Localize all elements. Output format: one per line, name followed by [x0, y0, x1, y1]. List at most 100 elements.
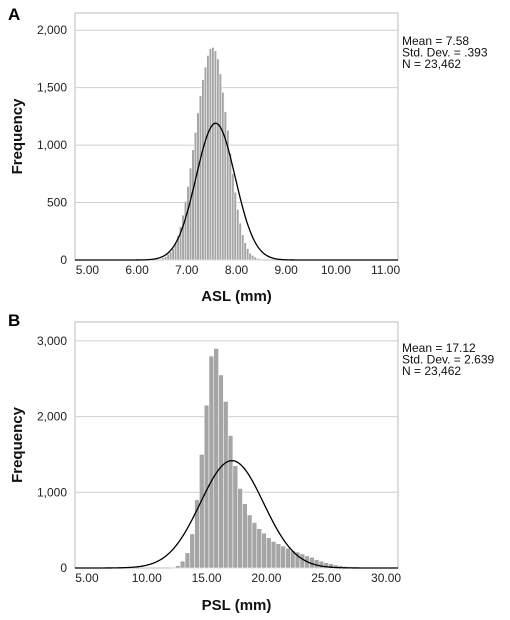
x-tick-label: 9.00 [275, 263, 299, 277]
x-tick-label: 5.00 [75, 571, 99, 585]
histogram-bar [261, 532, 267, 569]
histogram-bar [256, 258, 260, 261]
histogram-bar [246, 248, 250, 261]
stat-line: Mean = 17.12 [402, 341, 476, 355]
histogram-panel-b: 0 1,000 2,000 3,000 5.00 10.00 15.00 20.00 25.00… [8, 311, 494, 614]
histogram-bar [213, 348, 219, 569]
histogram-bar [242, 503, 248, 569]
y-tick-label: 500 [47, 196, 67, 210]
histogram-bar [237, 488, 243, 569]
histogram-bar [189, 167, 193, 261]
histogram-bar [164, 256, 168, 261]
histogram-bar [196, 112, 200, 261]
histogram-bar [285, 548, 291, 569]
histogram-bar [218, 374, 224, 569]
histogram-bar [275, 543, 282, 569]
x-tick-label: 11.00 [371, 263, 400, 277]
x-tick-label: 20.00 [251, 571, 281, 585]
histogram-bar [194, 132, 197, 261]
panel-label: B [8, 311, 20, 330]
histogram-bar [280, 545, 286, 569]
histogram-bar [314, 559, 320, 569]
histogram-bar [256, 528, 262, 569]
histogram-bar [299, 553, 305, 569]
y-axis-label: Frequency [9, 98, 26, 175]
y-tick-label: 2,000 [37, 23, 67, 37]
x-tick-label: 10.00 [321, 263, 351, 277]
histogram-bar [184, 552, 191, 569]
stat-line: N = 23,462 [402, 57, 461, 71]
histogram-bar [228, 152, 232, 261]
y-tick-label: 1,000 [37, 138, 67, 152]
histogram-bar [247, 514, 253, 569]
stat-line: Mean = 7.58 [402, 34, 469, 48]
histogram-bar [223, 111, 227, 261]
y-tick-label: 2,000 [37, 410, 67, 424]
histogram-bar [270, 541, 277, 569]
x-tick-label: 8.00 [225, 263, 249, 277]
histogram-bar [184, 201, 188, 261]
histogram-bar [218, 73, 222, 261]
histogram-bar [236, 209, 240, 261]
histogram-bar [248, 252, 252, 261]
histogram-bar [223, 401, 229, 569]
stat-line: Std. Dev. = 2.639 [402, 353, 494, 367]
x-tick-label: 10.00 [132, 571, 162, 585]
y-tick-label: 0 [60, 253, 67, 267]
histogram-bar [266, 537, 272, 569]
histogram-bar [169, 251, 173, 261]
x-tick-label: 15.00 [192, 571, 222, 585]
histogram-bar [191, 149, 195, 261]
histogram-bar [189, 533, 195, 569]
normal-curve [75, 459, 398, 569]
panel-label: A [8, 5, 20, 24]
histogram-bar [166, 254, 170, 261]
histogram-bar [206, 55, 210, 261]
histogram-bar [199, 454, 205, 569]
histogram-bar [208, 355, 215, 569]
histogram-bar [258, 258, 262, 261]
histogram-bar [203, 66, 207, 261]
y-tick-label: 1,500 [37, 81, 67, 95]
normal-curve [75, 122, 398, 261]
stat-line: Std. Dev. = .393 [402, 46, 488, 60]
x-tick-label: 30.00 [371, 571, 401, 585]
histogram-bar [186, 186, 190, 261]
histogram-bar [221, 92, 225, 261]
x-axis-label: ASL (mm) [201, 288, 272, 305]
histogram-bar [243, 242, 247, 261]
histogram-bar [251, 522, 258, 569]
x-tick-label: 6.00 [125, 263, 149, 277]
histogram-bar [216, 58, 220, 261]
histogram-bar [201, 79, 205, 261]
histogram-bar [180, 560, 186, 569]
histogram-bar [161, 257, 165, 261]
y-tick-label: 0 [60, 561, 67, 575]
histogram-bar [238, 222, 242, 261]
histogram-bar [231, 173, 235, 261]
histogram-bar [253, 256, 257, 261]
histogram-bar [227, 435, 234, 569]
histogram-bar [171, 248, 175, 261]
y-tick-label: 1,000 [37, 485, 67, 499]
histogram-bar [251, 255, 255, 261]
histogram-panel-a: 0 500 1,000 1,500 2,000 5.00 6.00 7.00 8.00 9.00 1… [8, 5, 488, 305]
histogram-bar [170, 566, 176, 569]
histogram-bar [198, 95, 202, 261]
histogram-bar [208, 48, 212, 261]
stat-line: N = 23,462 [402, 364, 461, 378]
histogram-bar [175, 565, 181, 569]
histogram-bar [233, 191, 237, 261]
histogram-bar [241, 234, 245, 261]
x-tick-label: 25.00 [311, 571, 341, 585]
y-tick-label: 3,000 [37, 334, 67, 348]
histogram-bar [211, 47, 215, 261]
x-tick-label: 5.00 [76, 263, 100, 277]
x-axis-label: PSL (mm) [202, 597, 272, 614]
y-axis-label: Frequency [9, 406, 26, 483]
histogram-bar [213, 50, 217, 261]
histogram-bar [232, 465, 238, 569]
x-tick-label: 7.00 [175, 263, 199, 277]
